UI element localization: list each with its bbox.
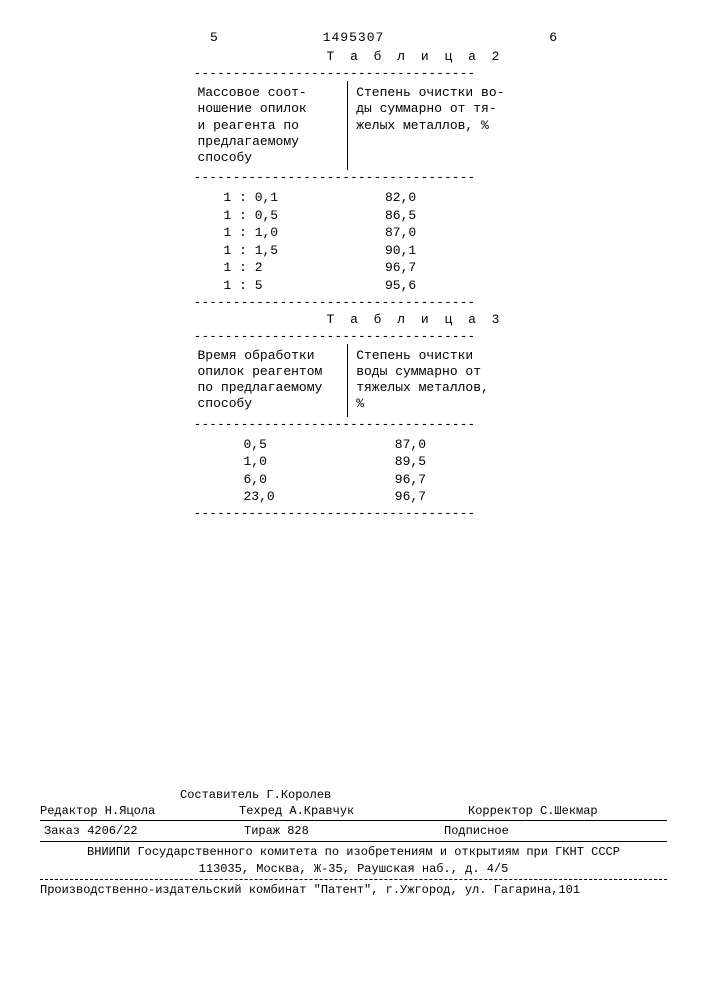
table-3-header-right: Степень очистки воды суммарно от тяжелых… [348, 344, 513, 417]
divider-dashed [40, 879, 667, 880]
cell-ratio: 1 : 1,0 [194, 224, 345, 242]
table-row: 23,096,7 [194, 488, 514, 506]
table-2: Т а б л и ц а 2 ------------------------… [194, 49, 514, 310]
divider: ------------------------------------ [194, 170, 514, 185]
page-number-left: 5 [210, 30, 218, 45]
page-header: 5 1495307 6 [40, 30, 667, 45]
header-text: и реагента по [198, 118, 342, 134]
table-3: Т а б л и ц а 3 ------------------------… [194, 312, 514, 521]
header-text: предлагаемому [198, 134, 342, 150]
header-text: опилок реагентом [198, 364, 342, 380]
table-row: 1 : 0,586,5 [194, 207, 514, 225]
divider: ------------------------------------ [194, 66, 514, 81]
editor: Редактор Н.Яцола [40, 804, 239, 818]
table-3-title: Т а б л и ц а 3 [194, 312, 514, 327]
header-text: ношение опилок [198, 101, 342, 117]
publisher: Производственно-издательский комбинат "П… [40, 883, 667, 897]
table-2-header: Массовое соот- ношение опилок и реагента… [194, 81, 514, 170]
divider: ------------------------------------ [194, 506, 514, 521]
cell-time: 23,0 [194, 488, 355, 506]
cell-ratio: 1 : 1,5 [194, 242, 345, 260]
cell-time: 0,5 [194, 436, 355, 454]
order-row: Заказ 4206/22 Тираж 828 Подписное [40, 824, 667, 838]
cell-ratio: 1 : 5 [194, 277, 345, 295]
header-text: по предлагаемому [198, 380, 342, 396]
committee: ВНИИПИ Государственного комитета по изоб… [40, 845, 667, 859]
signed: Подписное [444, 824, 667, 838]
header-text: Время обработки [198, 348, 342, 364]
divider: ------------------------------------ [194, 329, 514, 344]
table-2-title: Т а б л и ц а 2 [194, 49, 514, 64]
cell-ratio: 1 : 0,5 [194, 207, 345, 225]
cell-percent: 87,0 [345, 224, 514, 242]
cell-percent: 89,5 [355, 453, 514, 471]
cell-percent: 96,7 [355, 488, 514, 506]
header-text: % [356, 396, 509, 412]
divider: ------------------------------------ [194, 417, 514, 432]
corrector: Корректор С.Шекмар [438, 804, 667, 818]
table-row: 1,089,5 [194, 453, 514, 471]
cell-time: 1,0 [194, 453, 355, 471]
cell-ratio: 1 : 2 [194, 259, 345, 277]
table-row: 1 : 595,6 [194, 277, 514, 295]
table-row: 1 : 1,590,1 [194, 242, 514, 260]
cell-time: 6,0 [194, 471, 355, 489]
table-3-header-left: Время обработки опилок реагентом по пред… [194, 344, 349, 417]
table-row: 0,587,0 [194, 436, 514, 454]
header-text: Степень очистки [356, 348, 509, 364]
cell-percent: 87,0 [355, 436, 514, 454]
table-3-body: 0,587,0 1,089,5 6,096,7 23,096,7 [194, 436, 514, 506]
address: 113035, Москва, Ж-35, Раушская наб., д. … [40, 862, 667, 876]
table-row: 1 : 1,087,0 [194, 224, 514, 242]
tehred: Техред А.Кравчук [239, 804, 438, 818]
credits-row: Редактор Н.Яцола Техред А.Кравчук Коррек… [40, 804, 667, 818]
cell-percent: 95,6 [345, 277, 514, 295]
header-text: ды суммарно от тя- [356, 101, 509, 117]
table-row: 6,096,7 [194, 471, 514, 489]
cell-percent: 82,0 [345, 189, 514, 207]
header-text: Степень очистки во- [356, 85, 509, 101]
table-row: 1 : 0,182,0 [194, 189, 514, 207]
header-text: воды суммарно от [356, 364, 509, 380]
cell-percent: 86,5 [345, 207, 514, 225]
table-2-header-right: Степень очистки во- ды суммарно от тя- ж… [348, 81, 513, 170]
tiraz: Тираж 828 [244, 824, 444, 838]
document-number: 1495307 [323, 30, 385, 45]
cell-percent: 96,7 [345, 259, 514, 277]
header-text: способу [198, 396, 342, 412]
table-3-header: Время обработки опилок реагентом по пред… [194, 344, 514, 417]
table-row: 1 : 296,7 [194, 259, 514, 277]
cell-percent: 90,1 [345, 242, 514, 260]
page-number-right: 6 [549, 30, 557, 45]
header-text: способу [198, 150, 342, 166]
compositor: Составитель Г.Королев [40, 788, 667, 802]
table-2-body: 1 : 0,182,0 1 : 0,586,5 1 : 1,087,0 1 : … [194, 189, 514, 294]
header-text: Массовое соот- [198, 85, 342, 101]
cell-percent: 96,7 [355, 471, 514, 489]
table-2-header-left: Массовое соот- ношение опилок и реагента… [194, 81, 349, 170]
divider [40, 841, 667, 842]
header-text: тяжелых металлов, [356, 380, 509, 396]
order-number: Заказ 4206/22 [40, 824, 244, 838]
divider [40, 820, 667, 821]
divider: ------------------------------------ [194, 295, 514, 310]
document-page: 5 1495307 6 Т а б л и ц а 2 ------------… [0, 0, 707, 521]
header-text: желых металлов, % [356, 118, 509, 134]
cell-ratio: 1 : 0,1 [194, 189, 345, 207]
document-footer: Составитель Г.Королев Редактор Н.Яцола Т… [40, 788, 667, 900]
